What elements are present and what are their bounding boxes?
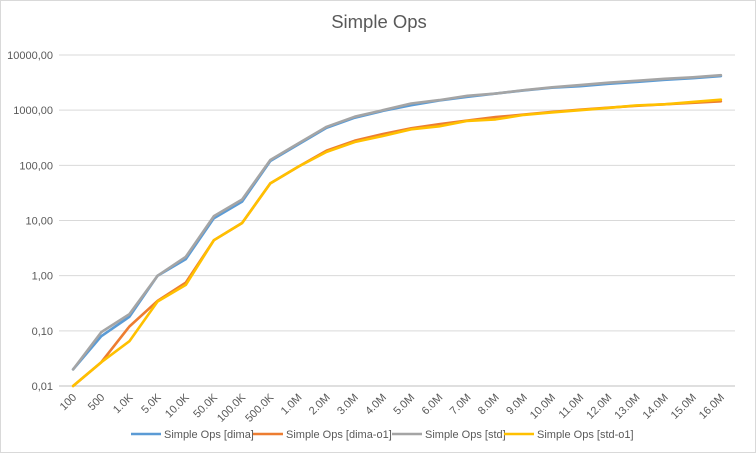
series-line-1: [71, 100, 723, 388]
x-tick-label: 16.0M: [697, 392, 727, 422]
x-tick-label: 12.0M: [584, 392, 614, 422]
x-tick-label: 10.0M: [528, 392, 558, 422]
y-tick-label: 1000,00: [13, 105, 53, 117]
x-tick-label: 10.0K: [163, 391, 192, 420]
y-tick-label: 0,01: [32, 381, 53, 393]
x-tick-label: 100.0K: [215, 391, 249, 425]
x-tick-label: 5.0M: [391, 392, 417, 418]
legend-label-1: Simple Ops [dima-o1]: [286, 429, 392, 441]
x-tick-label: 14.0M: [641, 392, 671, 422]
x-tick-label: 500.0K: [243, 391, 277, 425]
x-tick-label: 7.0M: [448, 392, 474, 418]
x-tick-label: 3.0M: [335, 392, 361, 418]
x-tick-label: 5.0K: [139, 391, 164, 416]
gridlines: [59, 54, 735, 387]
legend: Simple Ops [dima] Simple Ops [dima-o1] Sim…: [131, 429, 634, 441]
y-axis-tick-labels: 0,01 0,10 1,00 10,00 100,00 1000,00 10000,00: [7, 50, 53, 393]
x-tick-label: 2.0M: [307, 392, 333, 418]
y-tick-label: 0,10: [32, 326, 53, 338]
chart-title: Simple Ops: [331, 11, 427, 32]
series-line-2: [71, 73, 723, 371]
legend-label-0: Simple Ops [dima]: [164, 429, 254, 441]
x-tick-label: 13.0M: [612, 392, 642, 422]
y-tick-label: 10000,00: [7, 50, 53, 62]
x-tick-label: 4.0M: [363, 392, 389, 418]
y-tick-label: 10,00: [25, 216, 53, 228]
series-lines: [71, 73, 723, 388]
x-tick-label: 15.0M: [669, 392, 699, 422]
series-line-0: [71, 74, 723, 371]
x-tick-label: 6.0M: [420, 392, 446, 418]
legend-label-2: Simple Ops [std]: [425, 429, 506, 441]
x-tick-label: 1.0M: [279, 392, 305, 418]
x-tick-label: 8.0M: [476, 392, 502, 418]
series-line-3: [71, 98, 723, 388]
x-tick-label: 11.0M: [557, 392, 587, 422]
y-tick-label: 100,00: [19, 160, 53, 172]
y-tick-label: 1,00: [32, 271, 53, 283]
x-tick-label: 1.0K: [111, 391, 136, 416]
legend-label-3: Simple Ops [std-o1]: [537, 429, 634, 441]
x-tick-label: 9.0M: [504, 392, 530, 418]
x-tick-label: 100: [58, 392, 79, 413]
x-tick-label: 500: [86, 392, 107, 413]
